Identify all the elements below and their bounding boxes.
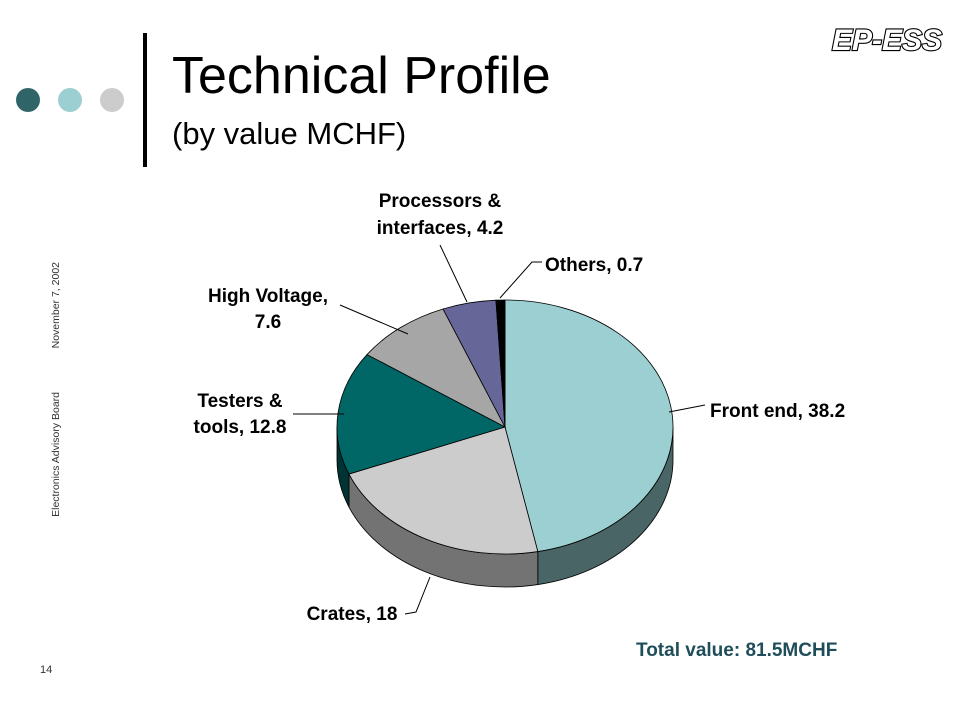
decorative-dots [16,88,126,114]
svg-text:EP-ESS: EP-ESS [832,24,942,57]
slice-label-5: Others, 0.7 [545,255,643,276]
ep-ess-logo: EP-ESS [831,23,943,58]
leader-line-0 [668,404,706,413]
total-value: Total value: 81.5MCHF [636,640,838,661]
slice-label-4: Processors & interfaces, 4.2 [377,191,504,239]
pie-slice-2 [336,354,507,475]
slice-label-3: High Voltage, 7.6 [208,286,328,333]
pie-slice-1 [348,426,539,555]
dot-gray [100,88,124,112]
pie-slice-5 [495,299,506,428]
leader-line-5 [499,261,542,299]
dot-teal [58,88,82,112]
title-divider [143,33,147,167]
slide-title: Technical Profile [172,47,551,105]
slice-label-1: Crates, 18 [307,604,398,625]
leader-line-4 [439,244,468,303]
leader-line-3 [339,304,409,335]
slide-subtitle: (by value MCHF) [172,116,407,151]
pie-slice-0 [504,299,674,553]
leader-line-1 [404,576,431,615]
pie-slice-3 [366,308,506,428]
slice-label-0: Front end, 38.2 [710,401,845,422]
page-number: 14 [40,664,53,676]
dot-dark [16,88,40,112]
slice-label-2: Testers & tools, 12.8 [194,391,287,438]
